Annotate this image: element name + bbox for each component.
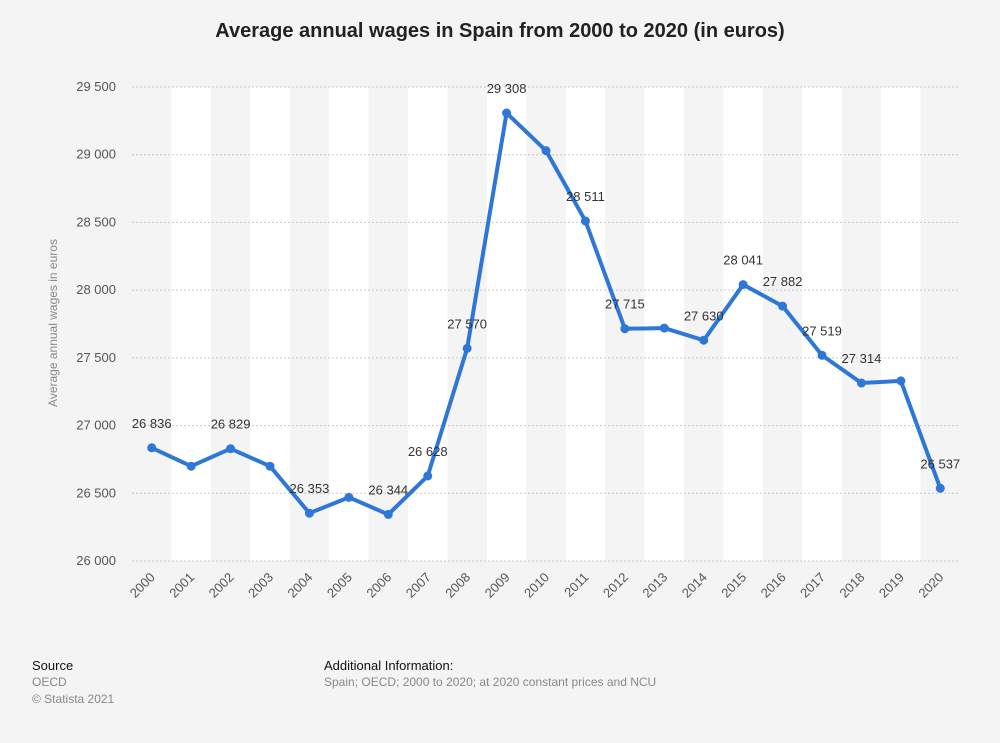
x-tick-label: 2010 (521, 570, 552, 601)
series-points (147, 108, 945, 519)
x-tick-label: 2003 (245, 570, 276, 601)
y-tick-label: 28 500 (76, 214, 116, 229)
source-block: Source OECD © Statista 2021 (32, 657, 114, 708)
y-tick-label: 29 000 (76, 147, 116, 162)
y-tick-label: 27 000 (76, 418, 116, 433)
data-label: 28 511 (566, 189, 605, 204)
y-tick-label: 26 000 (76, 553, 116, 568)
x-tick-label: 2002 (206, 570, 237, 601)
column-band (250, 87, 290, 561)
x-tick-label: 2008 (442, 570, 473, 601)
y-tick-label: 26 500 (76, 485, 116, 500)
x-axis-ticks: 2000 2001 2002 2003 2004 2005 2006 2007 2008 2009… (127, 570, 947, 601)
data-label: 27 570 (447, 316, 487, 331)
x-tick-label: 2000 (127, 570, 158, 601)
source-line: OECD (32, 675, 67, 689)
x-tick-label: 2017 (797, 570, 828, 601)
data-point (738, 280, 748, 290)
data-point (935, 483, 945, 493)
x-tick-label: 2011 (561, 570, 591, 600)
y-tick-label: 28 000 (76, 282, 116, 297)
column-band (723, 87, 763, 561)
x-tick-label: 2020 (915, 570, 946, 601)
column-band (486, 87, 527, 561)
data-point (265, 461, 275, 471)
x-tick-label: 2016 (758, 570, 789, 601)
column-band (802, 87, 842, 561)
data-label: 26 836 (132, 416, 172, 431)
data-point (620, 324, 630, 334)
data-point (856, 378, 866, 388)
data-label: 26 353 (290, 481, 330, 496)
data-label: 27 882 (763, 274, 803, 289)
data-point (344, 492, 354, 502)
column-band (329, 87, 369, 561)
source-heading: Source (32, 658, 74, 673)
y-axis-ticks: 26 000 26 500 27 000 27 500 28 000 28 500 29 0… (76, 79, 116, 568)
y-axis-label: Average annual wages in euros (46, 239, 60, 407)
data-point (896, 376, 906, 386)
data-point (817, 350, 827, 360)
x-tick-label: 2014 (679, 570, 710, 601)
data-point (541, 146, 551, 156)
x-tick-label: 2001 (166, 570, 197, 601)
column-band (408, 87, 448, 561)
x-tick-label: 2018 (836, 570, 867, 601)
y-tick-label: 27 500 (76, 350, 116, 365)
data-label: 27 314 (842, 351, 882, 366)
x-tick-label: 2015 (718, 570, 749, 601)
data-label: 27 715 (605, 297, 645, 312)
y-tick-label: 29 500 (76, 79, 116, 94)
data-point (778, 301, 788, 311)
data-label: 27 630 (684, 308, 724, 323)
data-labels: 26 836 26 829 26 353 26 344 26 628 27 570 29 3… (132, 81, 960, 497)
column-band (171, 87, 211, 561)
chart-title: Average annual wages in Spain from 2000 … (215, 20, 785, 42)
data-point (580, 216, 590, 226)
data-label: 26 537 (920, 456, 960, 471)
x-tick-label: 2012 (600, 570, 631, 601)
data-point (304, 508, 314, 518)
data-point (502, 108, 512, 118)
data-label: 28 041 (723, 253, 763, 268)
data-point (226, 444, 236, 454)
column-band (881, 87, 921, 561)
data-label: 26 344 (368, 482, 408, 497)
x-tick-label: 2006 (363, 570, 394, 601)
info-heading: Additional Information: (324, 658, 454, 673)
data-point (699, 335, 709, 345)
data-point (383, 509, 393, 519)
data-point (423, 471, 433, 481)
data-label: 26 829 (211, 417, 251, 432)
data-point (186, 461, 196, 471)
additional-info-block: Additional Information: Spain; OECD; 200… (324, 657, 656, 691)
data-label: 26 628 (408, 444, 448, 459)
column-band (565, 87, 606, 561)
x-tick-label: 2019 (876, 570, 907, 601)
x-tick-label: 2004 (284, 570, 315, 601)
info-text: Spain; OECD; 2000 to 2020; at 2020 const… (324, 675, 657, 689)
data-point (462, 343, 472, 353)
copyright-line: © Statista 2021 (32, 692, 115, 706)
x-tick-label: 2009 (482, 570, 513, 601)
gridlines (132, 86, 960, 562)
data-label: 27 519 (802, 323, 842, 338)
x-tick-label: 2013 (639, 570, 670, 601)
data-label: 29 308 (487, 81, 527, 96)
data-point (147, 443, 157, 453)
data-point (659, 323, 669, 333)
column-bands (171, 87, 921, 561)
x-tick-label: 2007 (403, 570, 434, 601)
x-tick-label: 2005 (324, 570, 355, 601)
